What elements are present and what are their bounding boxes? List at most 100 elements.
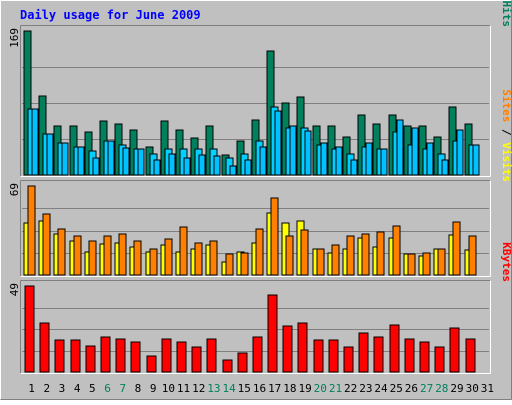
x-tick-label-day-4: 4: [74, 382, 81, 395]
bar-sites-day-28: [437, 248, 446, 276]
bar-sites-day-24: [376, 231, 385, 276]
bar-sites-day-1: [27, 185, 36, 276]
x-tick-label-day-31: 31: [481, 382, 494, 395]
bar-pages-day-19: [304, 130, 312, 176]
bar-sites-day-29: [452, 221, 461, 276]
legend-visits: Visits: [500, 142, 512, 182]
x-tick-label-day-29: 29: [450, 382, 463, 395]
bar-pages-day-6: [107, 140, 115, 176]
bar-pages-day-22: [350, 159, 358, 176]
x-tick-label-day-17: 17: [268, 382, 281, 395]
bar-kbytes-day-25: [389, 324, 400, 373]
x-tick-label-day-13: 13: [207, 382, 220, 395]
bar-sites-day-11: [179, 226, 188, 276]
bar-sites-day-30: [468, 235, 477, 276]
bar-pages-day-1: [31, 108, 39, 176]
bar-pages-day-26: [411, 127, 419, 176]
x-tick-label-day-19: 19: [298, 382, 311, 395]
bar-kbytes-day-18: [282, 325, 293, 373]
bar-kbytes-day-4: [70, 339, 81, 373]
legend-kbytes: KBytes: [500, 242, 512, 282]
bar-kbytes-day-11: [176, 341, 187, 373]
bar-kbytes-day-16: [252, 336, 263, 373]
bar-pages-day-21: [335, 146, 343, 176]
bar-sites-day-20: [316, 248, 325, 276]
bar-sites-day-5: [88, 240, 97, 276]
legend-separator: /: [500, 0, 512, 1]
bar-pages-day-27: [426, 142, 434, 176]
bar-kbytes-day-14: [222, 359, 233, 373]
bar-kbytes-day-19: [297, 322, 308, 373]
bar-pages-day-11: [183, 157, 191, 176]
bar-pages-day-2: [46, 133, 54, 176]
bar-kbytes-day-21: [328, 339, 339, 373]
panel-1-y-max-label: 169: [8, 28, 21, 48]
x-tick-label-day-27: 27: [420, 382, 433, 395]
bar-sites-day-7: [118, 233, 127, 276]
bar-pages-day-10: [168, 153, 176, 176]
panel-2-y-max-label: 69: [8, 183, 21, 196]
bar-sites-day-8: [133, 240, 142, 276]
bar-kbytes-day-10: [161, 338, 172, 373]
bar-sites-day-10: [164, 238, 173, 276]
bar-kbytes-day-28: [434, 346, 445, 373]
bar-kbytes-day-9: [146, 355, 157, 373]
x-tick-label-day-21: 21: [329, 382, 342, 395]
bar-kbytes-day-5: [85, 345, 96, 373]
x-tick-label-day-14: 14: [222, 382, 236, 395]
bar-kbytes-day-20: [313, 339, 324, 373]
bar-kbytes-day-15: [237, 352, 248, 373]
bar-sites-day-15: [240, 252, 249, 276]
x-tick-label-day-15: 15: [238, 382, 251, 395]
bar-sites-day-18: [285, 235, 294, 276]
bar-pages-day-29: [456, 129, 464, 176]
x-tick-label-day-23: 23: [359, 382, 372, 395]
x-tick-label-day-24: 24: [374, 382, 388, 395]
legend-separator: /: [500, 122, 512, 142]
bar-sites-day-6: [103, 235, 112, 276]
bar-kbytes-day-29: [449, 327, 460, 373]
bar-sites-day-2: [42, 213, 51, 276]
bar-sites-day-19: [300, 229, 309, 276]
bar-pages-day-18: [289, 125, 297, 176]
bar-pages-day-30: [472, 144, 480, 176]
bar-kbytes-day-7: [115, 338, 126, 373]
bar-sites-day-12: [194, 242, 203, 276]
x-tick-label-day-12: 12: [192, 382, 205, 395]
bar-kbytes-day-17: [267, 294, 278, 373]
panel-2-series-label: Sites / Visits: [500, 89, 512, 182]
bar-pages-day-17: [274, 110, 282, 176]
bar-sites-day-3: [57, 228, 66, 276]
x-tick-label-day-22: 22: [344, 382, 357, 395]
x-tick-label-day-18: 18: [283, 382, 296, 395]
x-tick-label-day-10: 10: [162, 382, 175, 395]
bar-kbytes-day-13: [206, 338, 217, 373]
bar-pages-day-14: [229, 165, 237, 176]
bar-pages-day-7: [122, 147, 130, 176]
bar-sites-day-9: [149, 248, 158, 276]
bar-pages-day-15: [244, 159, 252, 176]
bar-kbytes-day-3: [54, 339, 65, 373]
panel-3-series-label: KBytes: [500, 242, 512, 282]
x-tick-label-day-25: 25: [390, 382, 403, 395]
bar-pages-day-5: [92, 157, 100, 176]
x-tick-label-day-9: 9: [150, 382, 157, 395]
bar-sites-day-23: [361, 233, 370, 276]
x-tick-label-day-26: 26: [405, 382, 418, 395]
x-tick-label-day-30: 30: [466, 382, 479, 395]
legend-hits: Hits: [500, 1, 512, 28]
bar-sites-day-25: [392, 225, 401, 276]
bar-sites-day-16: [255, 228, 264, 276]
bar-kbytes-day-30: [465, 338, 476, 373]
bar-sites-day-13: [209, 240, 218, 276]
x-tick-label-day-16: 16: [253, 382, 266, 395]
x-tick-label-day-6: 6: [104, 382, 111, 395]
x-tick-label-day-5: 5: [89, 382, 96, 395]
bar-pages-day-13: [213, 155, 221, 176]
bar-kbytes-day-23: [358, 332, 369, 373]
bar-sites-day-14: [225, 253, 234, 276]
bar-sites-day-26: [407, 253, 416, 276]
